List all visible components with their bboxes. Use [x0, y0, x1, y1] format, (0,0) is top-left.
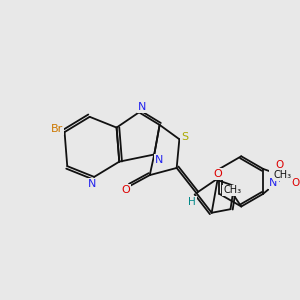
Text: CH₃: CH₃ [274, 170, 292, 180]
Text: CH₃: CH₃ [223, 185, 241, 195]
Text: S: S [181, 131, 188, 142]
Text: H: H [188, 197, 196, 207]
Text: N: N [88, 179, 97, 189]
Text: N: N [137, 102, 146, 112]
Text: N: N [154, 155, 163, 165]
Text: Br: Br [51, 124, 64, 134]
Text: O⁻: O⁻ [291, 178, 300, 188]
Text: O: O [275, 160, 283, 170]
Text: O: O [214, 169, 222, 179]
Text: O: O [121, 185, 130, 195]
Text: N⁺: N⁺ [269, 178, 284, 188]
